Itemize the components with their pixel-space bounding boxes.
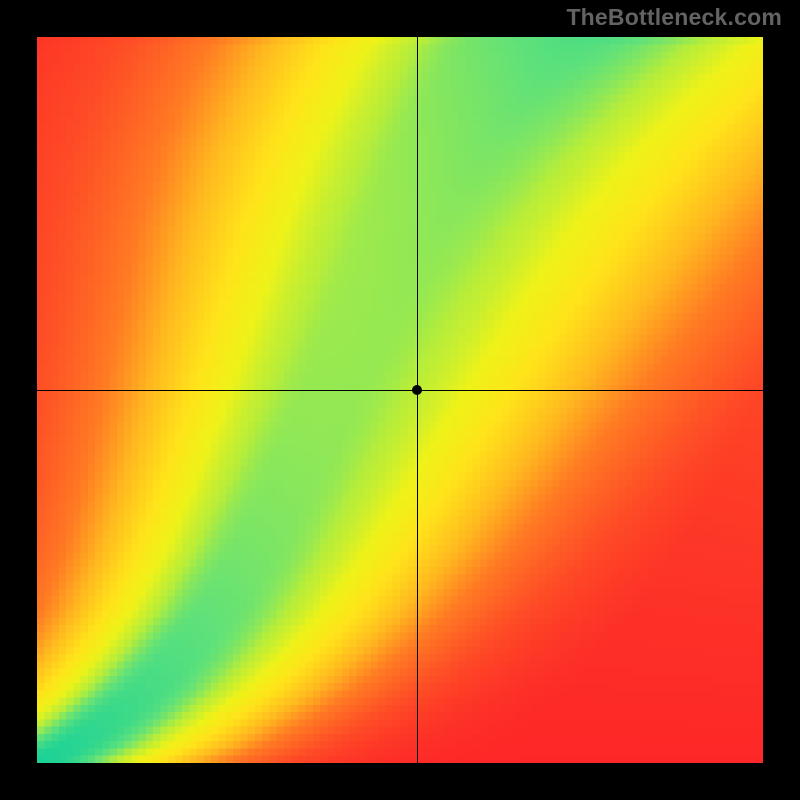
heatmap-canvas-wrap	[37, 37, 763, 763]
crosshair-horizontal	[37, 390, 763, 391]
heatmap-canvas	[37, 37, 763, 763]
heatmap-plot	[37, 37, 763, 763]
crosshair-vertical	[417, 37, 418, 763]
watermark-text: TheBottleneck.com	[566, 4, 782, 31]
crosshair-marker	[412, 385, 422, 395]
